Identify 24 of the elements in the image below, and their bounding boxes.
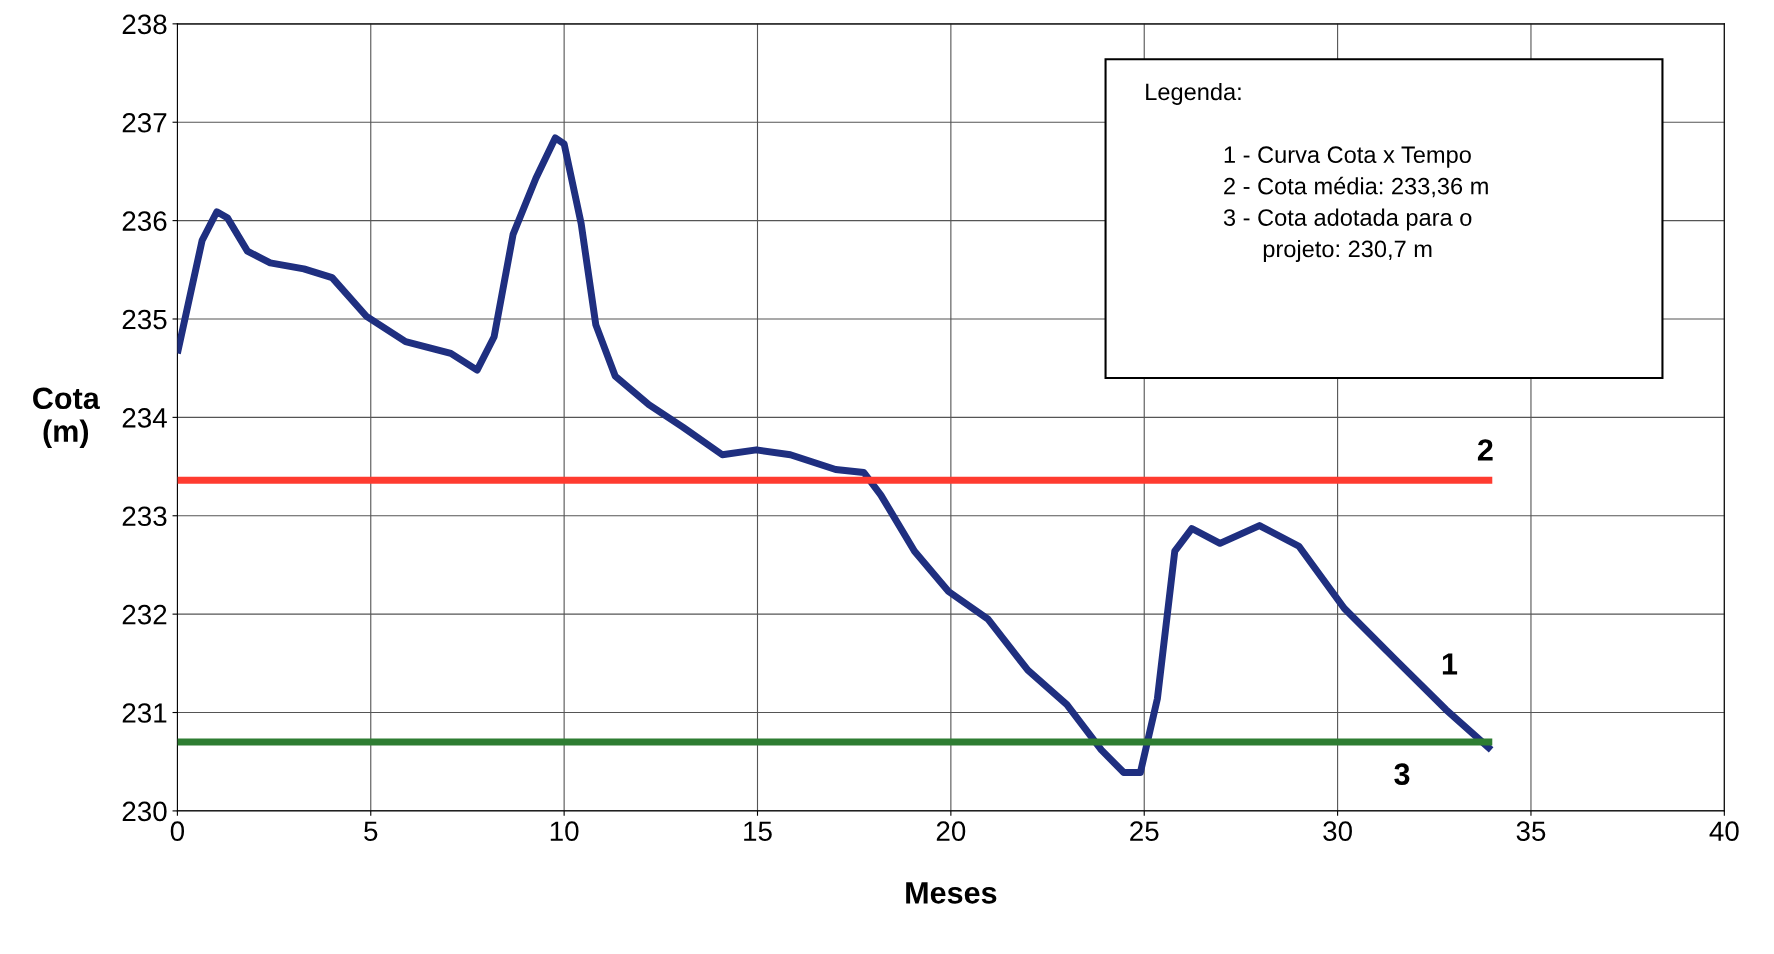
- x-axis-title: Meses: [906, 882, 997, 904]
- y-tick-label: 231: [122, 703, 167, 723]
- y-axis-title: Cota (m): [33, 387, 100, 449]
- y-tick-label: 233: [122, 506, 167, 527]
- annotation: 2: [1477, 439, 1493, 461]
- annotation: 1: [1442, 653, 1458, 675]
- y-tick-label: 230: [122, 801, 167, 822]
- x-tick-label: 40: [1709, 821, 1739, 842]
- x-tick-label: 30: [1323, 821, 1352, 842]
- y-tick-label: 238: [122, 14, 167, 35]
- y-tick-label: 235: [122, 309, 167, 330]
- x-tick-label: 35: [1516, 821, 1546, 842]
- y-tick-label: 237: [122, 112, 167, 133]
- x-tick-label: 0: [170, 821, 185, 842]
- y-tick-label: 234: [122, 408, 167, 428]
- x-tick-label: 15: [744, 821, 772, 842]
- text: Legenda: 1 - Curva Cota x Tempo 2 - Cota média: 233,36 m 3 - Cota adotada para o projeto: 230,7 m: [1146, 82, 1488, 262]
- x-tick-label: 10: [550, 821, 579, 842]
- x-tick-label: 5: [364, 821, 378, 842]
- y-tick-label: 232: [122, 604, 167, 625]
- x-tick-label: 25: [1130, 821, 1159, 842]
- x-tick-label: 20: [936, 821, 966, 842]
- y-tick-label: 236: [122, 211, 167, 231]
- annotation: 3: [1394, 763, 1410, 785]
